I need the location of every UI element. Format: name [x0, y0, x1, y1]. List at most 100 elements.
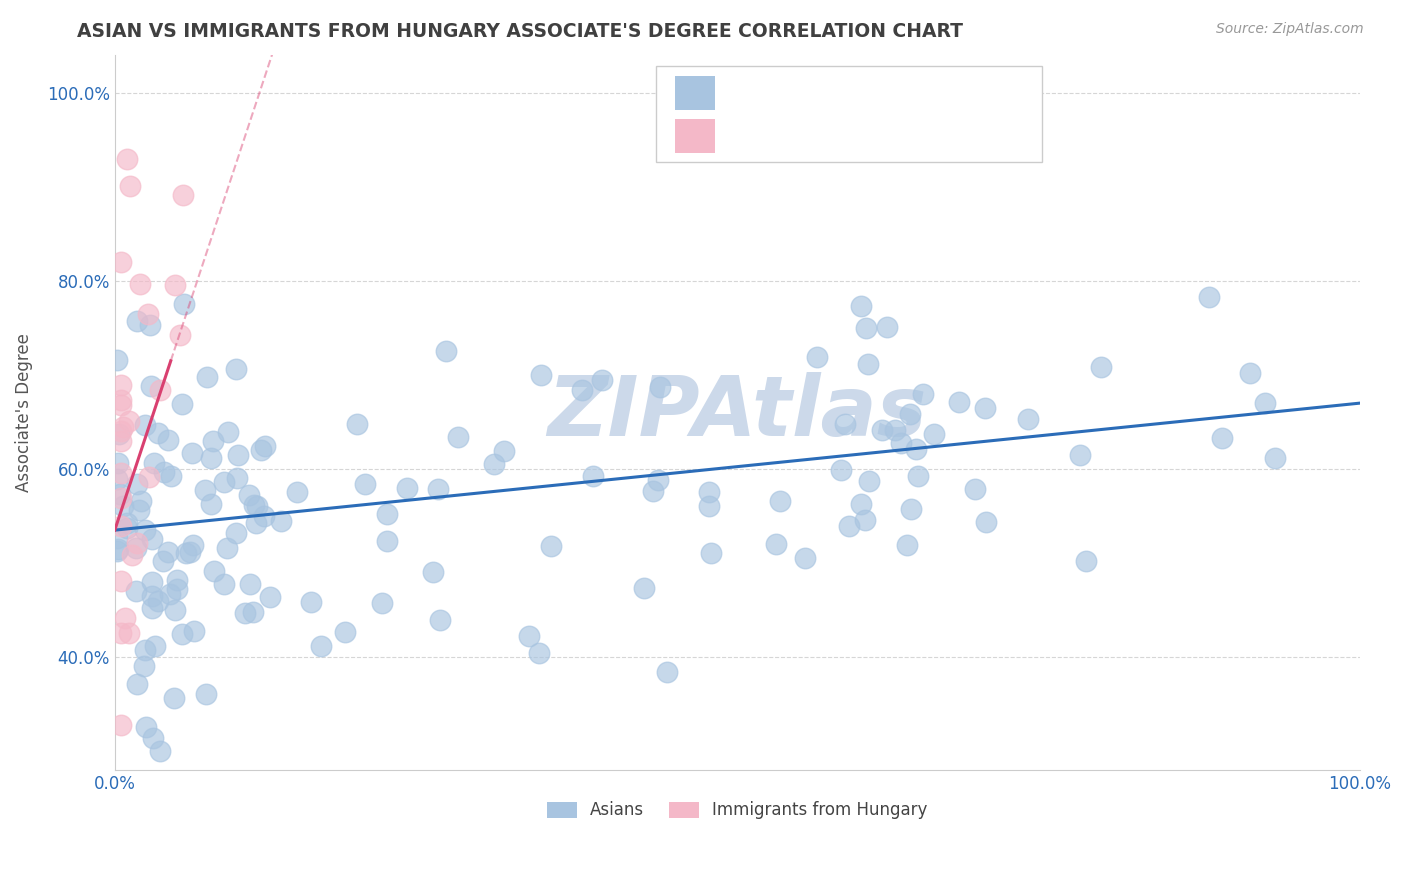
Point — [973, 401, 995, 416]
Point — [571, 383, 593, 397]
Text: R = 0.272   N = 149: R = 0.272 N = 149 — [730, 84, 936, 102]
Point — [765, 537, 787, 551]
Point — [134, 643, 156, 657]
Point — [143, 456, 166, 470]
Point — [422, 565, 444, 579]
Point — [125, 583, 148, 598]
Point — [876, 319, 898, 334]
Point — [160, 468, 183, 483]
Point — [112, 420, 135, 434]
Point — [215, 541, 238, 556]
FancyBboxPatch shape — [657, 66, 1042, 162]
Text: ASIAN VS IMMIGRANTS FROM HUNGARY ASSOCIATE'S DEGREE CORRELATION CHART: ASIAN VS IMMIGRANTS FROM HUNGARY ASSOCIA… — [77, 22, 963, 41]
Point — [128, 503, 150, 517]
Point — [1090, 359, 1112, 374]
Point — [225, 526, 247, 541]
Point — [643, 483, 665, 498]
Point — [172, 187, 194, 202]
Point — [527, 646, 550, 660]
Point — [159, 587, 181, 601]
Point — [447, 430, 470, 444]
Point — [855, 321, 877, 335]
Point — [141, 533, 163, 547]
Point — [905, 442, 928, 457]
Point — [110, 466, 132, 480]
Point — [110, 398, 132, 412]
Point — [110, 491, 132, 506]
Point — [1211, 431, 1233, 445]
Point — [212, 577, 235, 591]
Point — [375, 507, 398, 521]
Point — [245, 516, 267, 531]
Point — [1198, 291, 1220, 305]
FancyBboxPatch shape — [675, 119, 714, 153]
FancyBboxPatch shape — [675, 76, 714, 111]
Point — [138, 470, 160, 484]
Point — [157, 544, 180, 558]
Point — [142, 731, 165, 745]
Point — [152, 554, 174, 568]
Point — [110, 393, 132, 408]
Point — [830, 463, 852, 477]
Point — [1264, 451, 1286, 466]
Point — [259, 590, 281, 604]
Point — [482, 458, 505, 472]
Point — [226, 448, 249, 462]
Point — [200, 497, 222, 511]
Point — [149, 383, 172, 397]
Point — [434, 344, 457, 359]
Point — [181, 446, 204, 460]
Point — [107, 456, 129, 470]
Point — [974, 515, 997, 529]
Point — [156, 434, 179, 448]
Point — [1074, 554, 1097, 568]
Point — [172, 627, 194, 641]
Point — [270, 514, 292, 528]
Point — [107, 544, 129, 558]
Legend: Asians, Immigrants from Hungary: Asians, Immigrants from Hungary — [540, 795, 935, 826]
Point — [1239, 366, 1261, 380]
Point — [1254, 396, 1277, 410]
Point — [110, 718, 132, 732]
Point — [242, 605, 264, 619]
Point — [697, 499, 720, 513]
Point — [249, 443, 271, 458]
Point — [299, 595, 322, 609]
Point — [243, 498, 266, 512]
Point — [105, 472, 128, 486]
Point — [107, 541, 129, 556]
Point — [853, 513, 876, 527]
Point — [963, 482, 986, 496]
Point — [200, 451, 222, 466]
Point — [194, 688, 217, 702]
Point — [517, 629, 540, 643]
Point — [143, 639, 166, 653]
Point — [163, 690, 186, 705]
Point — [152, 465, 174, 479]
Point — [309, 640, 332, 654]
Point — [148, 594, 170, 608]
Point — [233, 607, 256, 621]
Point — [127, 476, 149, 491]
Point — [110, 519, 132, 533]
Point — [129, 277, 152, 291]
Point — [870, 423, 893, 437]
Point — [121, 548, 143, 562]
Point — [530, 368, 553, 382]
Point — [898, 407, 921, 421]
Point — [141, 575, 163, 590]
Point — [582, 469, 605, 483]
Point — [633, 581, 655, 595]
Point — [900, 501, 922, 516]
Point — [948, 395, 970, 409]
Point — [110, 255, 132, 269]
Point — [769, 494, 792, 508]
Point — [114, 611, 136, 625]
Point — [110, 626, 132, 640]
Point — [125, 541, 148, 556]
Point — [134, 523, 156, 537]
Point — [492, 444, 515, 458]
Point — [194, 483, 217, 498]
Point — [849, 498, 872, 512]
Point — [912, 387, 935, 401]
